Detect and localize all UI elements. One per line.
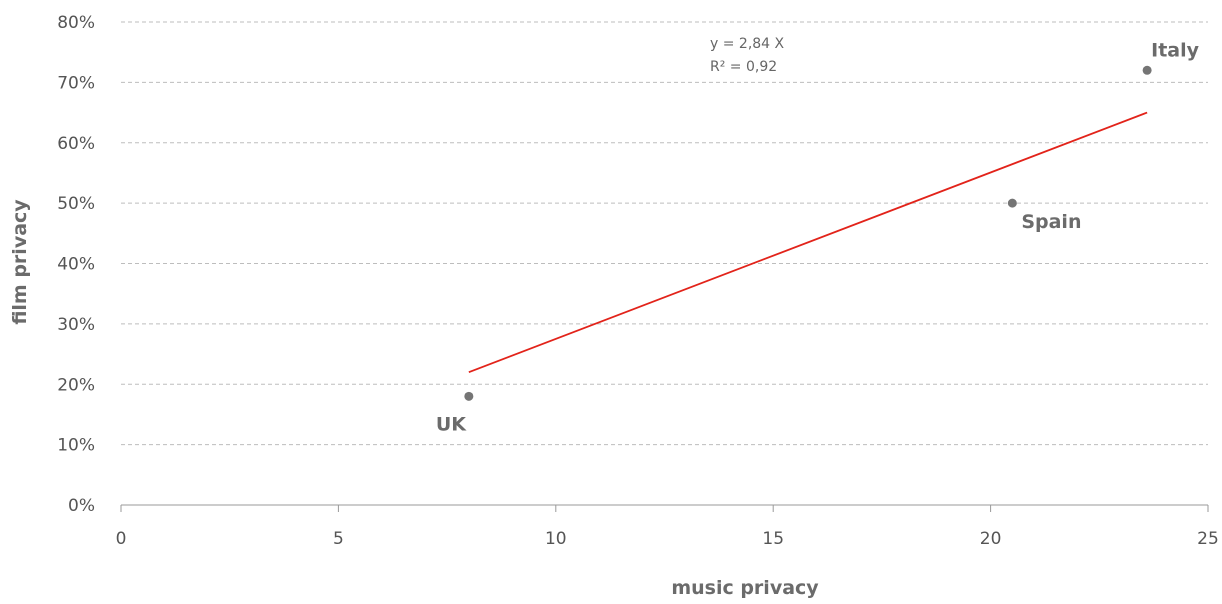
x-tick-label: 15 — [762, 529, 784, 549]
x-axis-title: music privacy — [671, 577, 819, 599]
data-point-spain — [1007, 198, 1017, 208]
point-label-italy: Italy — [1151, 39, 1199, 61]
y-tick-label: 30% — [57, 315, 95, 335]
y-tick-label: 20% — [57, 375, 95, 395]
data-point-uk — [464, 391, 474, 401]
data-points: UK Spain Italy — [436, 39, 1200, 435]
y-tick-label: 60% — [57, 134, 95, 154]
y-tick-label: 50% — [57, 194, 95, 214]
point-label-spain: Spain — [1021, 211, 1081, 233]
y-tick-label: 40% — [57, 255, 95, 275]
trendline-equation: y = 2,84 X — [710, 36, 785, 52]
axes — [120, 504, 1209, 512]
x-tick-label: 10 — [545, 529, 567, 549]
tick-labels: 0% 10% 20% 30% 40% 50% 60% 70% 80% 0 5 10 15 20 25 — [57, 13, 1219, 549]
trendline — [468, 111, 1148, 374]
grid-lines — [121, 21, 1208, 446]
x-tick-label: 20 — [980, 529, 1002, 549]
x-tick-label: 25 — [1197, 529, 1219, 549]
x-tick-label: 0 — [116, 529, 127, 549]
point-label-uk: UK — [436, 413, 467, 435]
data-point-italy — [1142, 65, 1152, 75]
trendline-group — [468, 111, 1148, 374]
y-tick-label: 0% — [68, 496, 95, 516]
y-tick-label: 10% — [57, 436, 95, 456]
x-tick-label: 5 — [333, 529, 344, 549]
trendline-r-squared: R² = 0,92 — [710, 59, 777, 75]
y-tick-label: 80% — [57, 13, 95, 33]
y-tick-label: 70% — [57, 73, 95, 93]
y-axis-title: film privacy — [9, 199, 31, 325]
